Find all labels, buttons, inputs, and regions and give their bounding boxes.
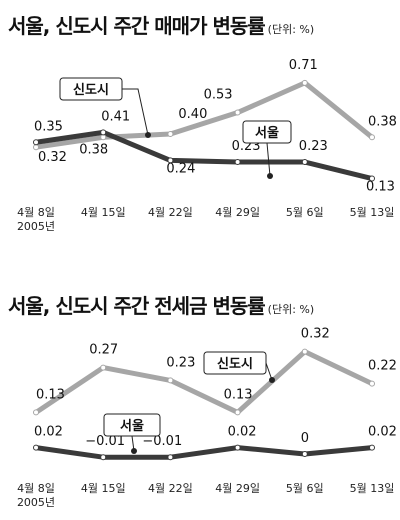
data-label: −0.01: [142, 434, 182, 449]
data-point: [301, 159, 308, 166]
data-label: 0.71: [289, 58, 318, 73]
line-chart-jeonse: 4월 8일 4월 15일 4월 22일 4월 29일 5월 6일 5월 13일 2005년 0…: [17, 327, 397, 509]
data-label: 0.32: [38, 150, 67, 165]
series-line-신도시: [34, 349, 374, 415]
data-label: −0.01: [85, 434, 125, 449]
series-line-서울: [35, 129, 373, 181]
data-point: [301, 79, 308, 86]
data-label: 0.53: [204, 88, 233, 103]
series-tag-서울: 서울: [120, 418, 144, 434]
unit-label: (단위: %): [267, 23, 315, 36]
chart-title: 서울, 신도시 주간 전세금 변동률 (단위: %): [8, 294, 315, 318]
data-point: [100, 129, 107, 136]
data-point: [100, 454, 107, 461]
data-point: [167, 377, 174, 384]
data-point: [167, 454, 174, 461]
series-tag-신도시: 신도시: [217, 357, 253, 372]
data-point: [369, 175, 375, 182]
series-tag-신도시: 신도시: [73, 83, 109, 98]
data-label: 0.32: [301, 327, 330, 342]
x-tick-year: 2005년: [17, 496, 55, 509]
data-label: 0.02: [228, 425, 257, 440]
data-point: [234, 159, 241, 166]
x-tick-label: 4월 15일: [81, 205, 126, 219]
x-tick-year: 2005년: [17, 220, 55, 233]
data-point: [33, 409, 39, 416]
data-label: 0.13: [36, 387, 65, 402]
x-tick-label: 5월 6일: [286, 205, 324, 219]
series-line-신도시: [35, 80, 374, 150]
leader-dot: [145, 132, 151, 138]
chart-panel-jeonse: 서울, 신도시 주간 전세금 변동률 (단위: %) 4월 8일 4월 15일 4월 …: [0, 280, 400, 520]
data-label: 0.27: [89, 343, 118, 358]
data-point: [301, 451, 308, 457]
data-point: [369, 380, 375, 387]
series-tag-서울: 서울: [255, 125, 279, 141]
data-point: [33, 444, 39, 451]
chart-title: 서울, 신도시 주간 매매가 변동률 (단위: %): [8, 14, 315, 38]
data-point: [100, 364, 107, 371]
data-point: [234, 109, 241, 116]
leader-line: [265, 362, 273, 381]
data-label: 0.22: [368, 359, 397, 374]
leader-dot: [131, 448, 137, 454]
leader-dot: [269, 377, 275, 383]
x-tick-label: 5월 13일: [350, 481, 395, 495]
data-label: 0: [301, 431, 309, 446]
x-tick-label: 4월 8일: [17, 481, 55, 495]
leader-line: [266, 142, 271, 177]
data-point: [167, 157, 174, 164]
data-point: [167, 131, 174, 137]
line-chart-sale-price: 4월 8일 4월 15일 4월 22일 4월 29일 5월 6일 5월 13일 2005년 0…: [17, 58, 397, 233]
data-point: [33, 144, 39, 151]
chart-panel-sale-price: 서울, 신도시 주간 매매가 변동률 (단위: %) 4월 8일 4월 15일 4월 …: [0, 0, 400, 245]
x-tick-label: 5월 13일: [350, 205, 395, 219]
x-tick-label: 4월 22일: [148, 205, 193, 219]
data-label: 0.13: [366, 180, 395, 195]
data-label: 0.35: [34, 119, 63, 134]
x-tick-label: 4월 22일: [148, 481, 193, 495]
data-label: 0.02: [34, 425, 63, 440]
leader-dot: [267, 173, 273, 179]
data-label: 0.40: [178, 107, 207, 122]
data-label: 0.02: [368, 425, 397, 440]
leader-line: [122, 88, 149, 136]
data-label: 0.38: [368, 114, 397, 129]
data-point: [301, 348, 308, 355]
x-tick-label: 4월 15일: [81, 481, 126, 495]
data-label: 0.23: [299, 139, 328, 154]
unit-label: (단위: %): [267, 303, 315, 316]
data-point: [33, 139, 39, 146]
x-tick-label: 4월 8일: [17, 205, 55, 219]
data-point: [369, 444, 375, 451]
data-label: 0.13: [224, 387, 253, 402]
series-line-서울: [35, 445, 373, 460]
x-tick-label: 4월 29일: [215, 481, 260, 495]
data-point: [100, 134, 107, 141]
x-tick-label: 5월 6일: [286, 481, 324, 495]
data-label: 0.24: [166, 161, 195, 176]
x-tick-label: 4월 29일: [215, 205, 260, 219]
data-point: [234, 409, 241, 416]
data-label: 0.23: [166, 355, 195, 370]
data-label: 0.41: [101, 109, 130, 124]
data-point: [234, 444, 241, 451]
data-label: 0.38: [79, 142, 108, 157]
data-point: [369, 134, 375, 141]
